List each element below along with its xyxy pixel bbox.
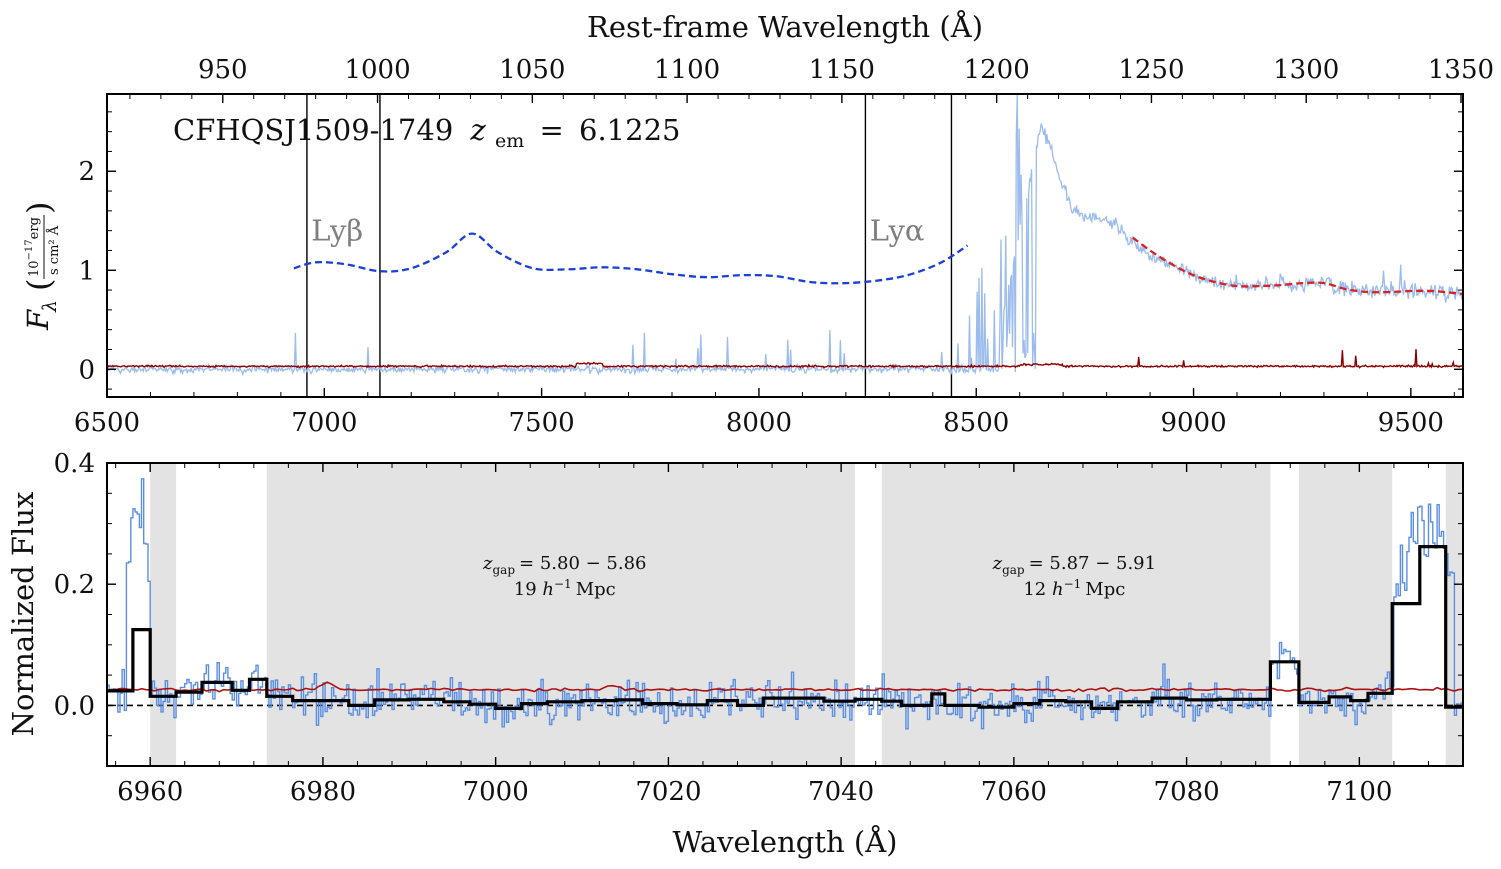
top-x-tick-label: 9500	[1378, 408, 1444, 438]
rest-frame-axis-ticks: 950 1000 1050 1100 1150 1200 1250 1300 1350	[129, 55, 1494, 103]
top-x-tick-label: 8000	[726, 408, 792, 438]
bottom-x-tick-label: 7080	[1154, 777, 1220, 807]
bottom-y-axis-title: Normalized Flux	[6, 492, 40, 737]
bottom-panel: 6960 6980 7000 7020 7040 7060 7080 7100 0.00.20…	[6, 449, 1464, 859]
top-x-tick-label: 8500	[943, 408, 1009, 438]
svg-text:(: (	[20, 279, 58, 291]
bottom-x-axis-title: Wavelength (Å)	[673, 824, 898, 859]
top-x-tick-label: 9000	[1160, 408, 1226, 438]
gap-size-label: 12 h−1 Mpc	[1023, 577, 1125, 600]
top-x-tick-label: 7500	[509, 408, 575, 438]
redshift-symbol: z	[470, 113, 487, 147]
top-frame	[106, 93, 1464, 398]
rest-frame-tick-label: 1250	[1118, 55, 1184, 85]
top-y-tick-label: 0	[78, 355, 95, 385]
gap-region	[266, 463, 855, 766]
rest-frame-tick-label: 1150	[809, 55, 875, 85]
rest-frame-tick-label: 950	[198, 55, 248, 85]
bottom-y-tick-label: 0.4	[54, 449, 95, 479]
continuum-model-curve	[293, 232, 969, 285]
top-y-axis-title: F λ ( 10−17erg s cm² Å )	[20, 202, 62, 331]
bottom-y-axis-ticks: 0.0 0.2 0.4	[54, 449, 1463, 767]
object-name: CFHQSJ1509-1749	[173, 113, 453, 147]
top-x-axis-title: Rest-frame Wavelength (Å)	[587, 9, 983, 44]
gap-region	[150, 463, 177, 766]
bottom-x-tick-label: 7060	[981, 777, 1047, 807]
bottom-x-tick-label: 7040	[808, 777, 874, 807]
bottom-y-tick-label: 0.2	[54, 570, 95, 600]
rest-frame-tick-label: 1200	[964, 55, 1030, 85]
svg-text:10−17erg: 10−17erg	[24, 217, 42, 277]
line-markers	[306, 94, 953, 397]
rest-frame-tick-label: 1000	[344, 55, 410, 85]
top-plot-area	[107, 94, 1463, 397]
binned-flux-steps	[107, 545, 1463, 710]
emission-line-label: Lyα	[870, 214, 925, 248]
rest-frame-tick-label: 1100	[654, 55, 720, 85]
top-x-tick-label: 6500	[74, 408, 140, 438]
top-error-spectrum	[107, 349, 1463, 369]
top-x-axis-ticks: 6500 7000 7500 8000 8500 9000 9500	[74, 388, 1455, 438]
top-flux-spectrum	[107, 94, 1463, 377]
bottom-x-axis-ticks: 6960 6980 7000 7020 7040 7060 7080 7100	[115, 463, 1464, 807]
rest-frame-tick-label: 1050	[499, 55, 565, 85]
svg-text:λ: λ	[39, 300, 61, 313]
top-x-tick-label: 7000	[291, 408, 357, 438]
rest-frame-tick-label: 1350	[1428, 55, 1494, 85]
redshift-value: 6.1225	[579, 113, 680, 147]
bottom-x-tick-label: 7020	[635, 777, 701, 807]
gap-redshift-label: zgap = 5.87 − 5.91	[992, 553, 1157, 577]
svg-text:s cm² Å: s cm² Å	[46, 225, 62, 275]
emission-line-labels: Lyβ Lyα	[311, 214, 924, 248]
top-y-tick-label: 1	[78, 256, 95, 286]
gap-region	[1298, 463, 1393, 766]
top-panel: Rest-frame Wavelength (Å) 950 1000 1050 110…	[20, 9, 1494, 438]
bottom-y-tick-label: 0.0	[54, 691, 95, 721]
top-y-tick-label: 2	[78, 157, 95, 187]
gap-size-label: 19 h−1 Mpc	[514, 577, 616, 600]
bottom-error-spectrum	[107, 681, 1463, 693]
svg-text:): )	[20, 202, 58, 214]
continuum-fit-curve	[1132, 236, 1463, 296]
gap-redshift-label: zgap = 5.80 − 5.86	[482, 553, 647, 577]
bottom-plot-area	[107, 463, 1463, 766]
rest-frame-tick-label: 1300	[1273, 55, 1339, 85]
bottom-x-tick-label: 6960	[117, 777, 183, 807]
bottom-x-tick-label: 6980	[290, 777, 356, 807]
bottom-x-tick-label: 7100	[1326, 777, 1392, 807]
emission-line-label: Lyβ	[311, 214, 363, 248]
top-y-axis-ticks: 0 1 2	[78, 111, 1463, 390]
svg-text:F: F	[21, 309, 55, 331]
object-redshift-label: CFHQSJ1509-1749 z em = 6.1225	[173, 113, 681, 154]
gap-region	[881, 463, 1271, 766]
gap-shaded-regions	[150, 463, 1463, 766]
redshift-subscript: em	[495, 130, 524, 152]
bottom-x-tick-label: 7000	[463, 777, 529, 807]
